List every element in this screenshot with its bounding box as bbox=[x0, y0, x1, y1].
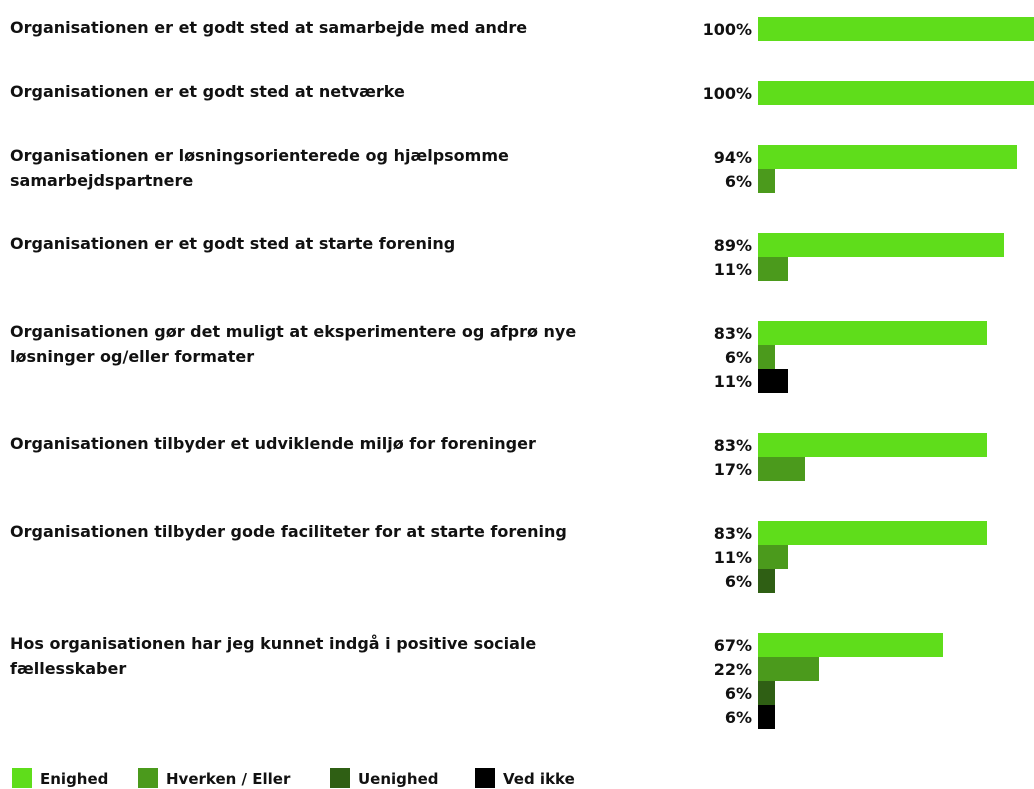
bar bbox=[758, 257, 789, 281]
value-label: 11% bbox=[713, 372, 752, 391]
question: Organisationen er et godt sted at starte… bbox=[10, 234, 456, 253]
bar bbox=[758, 657, 819, 681]
bar bbox=[758, 345, 775, 369]
value-label: 94% bbox=[713, 148, 752, 167]
value-label: 83% bbox=[713, 436, 752, 455]
value-label: 89% bbox=[713, 236, 752, 255]
bar bbox=[758, 233, 1004, 257]
value-label: 6% bbox=[724, 172, 752, 191]
legend-swatch bbox=[475, 768, 495, 788]
value-label: 17% bbox=[713, 460, 752, 479]
value-label: 6% bbox=[724, 684, 752, 703]
value-label: 6% bbox=[724, 708, 752, 727]
question: Organisationen er et godt sted at samarb… bbox=[10, 18, 528, 37]
value-label: 6% bbox=[724, 572, 752, 591]
bar bbox=[758, 569, 775, 593]
value-label: 22% bbox=[713, 660, 752, 679]
value-label: 11% bbox=[713, 548, 752, 567]
bar bbox=[758, 545, 789, 569]
bar bbox=[758, 433, 988, 457]
bar bbox=[758, 681, 775, 705]
legend-swatch bbox=[12, 768, 32, 788]
bar bbox=[758, 17, 1034, 41]
bar bbox=[758, 457, 805, 481]
legend-label: Enighed bbox=[40, 770, 109, 788]
bar bbox=[758, 169, 775, 193]
bar bbox=[758, 145, 1018, 169]
bar bbox=[758, 321, 988, 345]
legend-swatch bbox=[330, 768, 350, 788]
question: Organisationen er et godt sted at netvær… bbox=[10, 82, 405, 101]
bar bbox=[758, 705, 775, 729]
legend-swatch bbox=[138, 768, 158, 788]
value-label: 6% bbox=[724, 348, 752, 367]
bar bbox=[758, 633, 943, 657]
question: Organisationen er løsningsorienterede og… bbox=[10, 146, 509, 190]
question: Organisationen tilbyder gode faciliteter… bbox=[10, 522, 567, 541]
value-label: 83% bbox=[713, 324, 752, 343]
question: Organisationen tilbyder et udviklende mi… bbox=[10, 434, 536, 453]
value-label: 83% bbox=[713, 524, 752, 543]
bar bbox=[758, 521, 988, 545]
legend-label: Ved ikke bbox=[503, 770, 575, 788]
question: Hos organisationen har jeg kunnet indgå … bbox=[10, 634, 537, 678]
value-label: 100% bbox=[702, 20, 752, 39]
bar bbox=[758, 81, 1034, 105]
question: Organisationen gør det muligt at eksperi… bbox=[10, 322, 577, 366]
value-label: 11% bbox=[713, 260, 752, 279]
value-label: 100% bbox=[702, 84, 752, 103]
value-label: 67% bbox=[713, 636, 752, 655]
legend-label: Uenighed bbox=[358, 770, 439, 788]
bar bbox=[758, 369, 789, 393]
legend-label: Hverken / Eller bbox=[166, 770, 291, 788]
